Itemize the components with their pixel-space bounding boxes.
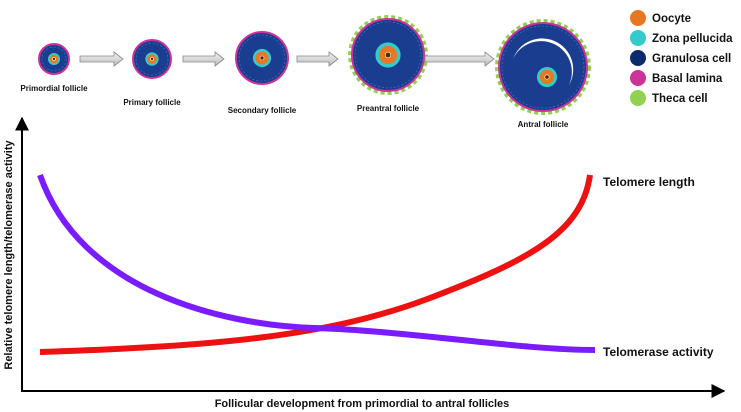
legend-swatch [630, 30, 646, 46]
curve-label: Telomerase activity [603, 345, 714, 359]
legend-label: Oocyte [652, 13, 691, 25]
legend-swatch [630, 10, 646, 26]
stage-label: Secondary follicle [228, 106, 297, 115]
stage-label: Primordial follicle [20, 84, 88, 93]
granulosa [41, 46, 67, 72]
x-axis-label: Follicular development from primordial t… [215, 398, 510, 410]
legend-label: Zona pellucida [652, 33, 733, 45]
follicles: Primordial follicle Primary follicle Secon… [20, 15, 591, 129]
stage-label: Preantral follicle [357, 104, 420, 113]
legend-swatch [630, 70, 646, 86]
nucleus [259, 55, 265, 61]
follicle: Primary follicle [123, 39, 181, 107]
nucleus [544, 74, 550, 80]
nucleus [52, 57, 56, 61]
legend-swatch [630, 90, 646, 106]
telomerase-curve [37, 174, 596, 353]
basal-lamina [498, 22, 588, 112]
legend-swatch [630, 50, 646, 66]
y-axis-label: Relative telomere length/telomerase acti… [3, 139, 15, 369]
stage-label: Primary follicle [123, 98, 181, 107]
theca-layer [495, 19, 591, 115]
nucleus [384, 51, 392, 59]
follicle: Primordial follicle [20, 43, 88, 93]
curve-label: Telomere length [603, 175, 695, 189]
follicle: Secondary follicle [228, 31, 297, 115]
stage-label: Antral follicle [518, 120, 569, 129]
nucleus [150, 57, 154, 61]
legend-label: Theca cell [652, 93, 708, 105]
granulosa [135, 42, 169, 76]
legend: Oocyte Zona pellucida Granulosa cell Basal … [630, 10, 733, 106]
follicle: Preantral follicle [348, 15, 428, 113]
telomere-curve [39, 174, 593, 355]
granulosa [354, 21, 422, 89]
stage-arrows [79, 51, 495, 67]
follicle: Antral follicle [495, 19, 591, 129]
granulosa [238, 34, 286, 82]
legend-label: Basal lamina [652, 73, 723, 85]
theca-layer [348, 15, 428, 95]
legend-label: Granulosa cell [652, 53, 731, 65]
granulosa [501, 25, 585, 109]
